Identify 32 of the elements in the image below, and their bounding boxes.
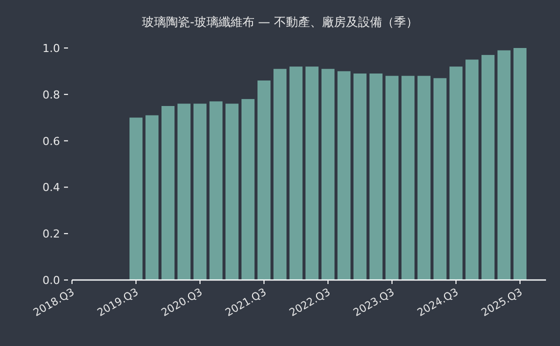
- bar: [146, 115, 158, 280]
- bar: [290, 66, 302, 280]
- bar: [450, 66, 462, 280]
- bar: [178, 104, 190, 280]
- bar: [194, 104, 206, 280]
- bar: [514, 48, 526, 280]
- y-tick-label: 1.0: [42, 42, 60, 55]
- chart-title: 玻璃陶瓷-玻璃纖維布 — 不動產、廠房及設備（季）: [142, 15, 418, 29]
- bar: [418, 76, 430, 280]
- bar: [482, 54, 494, 280]
- bar: [370, 74, 382, 280]
- y-tick-label: 0.4: [42, 181, 60, 194]
- y-tick-label: 0.2: [42, 228, 60, 241]
- bar: [210, 101, 222, 280]
- bar: [130, 118, 142, 280]
- bar: [386, 76, 398, 280]
- bar: [354, 74, 366, 280]
- bar: [434, 78, 446, 280]
- bar: [402, 76, 414, 280]
- bar: [226, 104, 238, 280]
- bar: [162, 106, 174, 280]
- bar: [466, 60, 478, 280]
- bar: [242, 99, 254, 280]
- y-tick-label: 0.0: [42, 274, 60, 287]
- y-tick-label: 0.6: [42, 134, 60, 148]
- bar: [258, 80, 270, 280]
- bar: [498, 50, 510, 280]
- bar: [322, 68, 334, 280]
- bar: [338, 71, 350, 280]
- y-tick-label: 0.8: [42, 88, 60, 102]
- bar: [306, 66, 318, 280]
- bar: [274, 68, 286, 280]
